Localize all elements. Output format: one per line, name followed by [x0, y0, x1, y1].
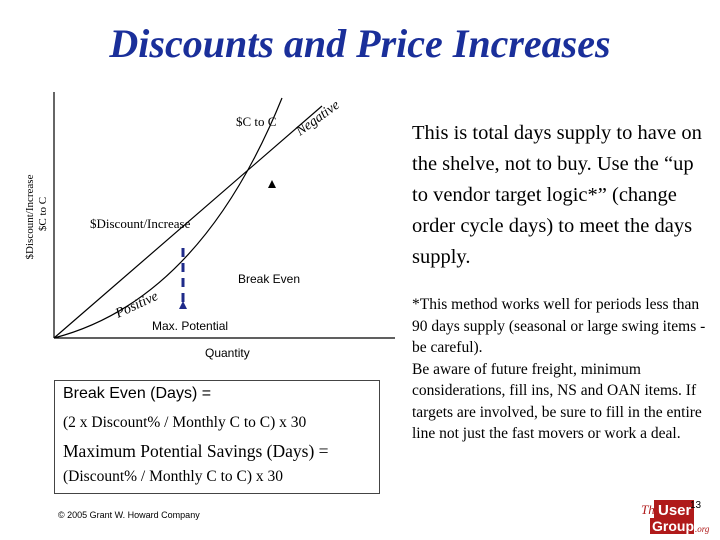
page-number: 13 — [690, 500, 702, 511]
y-axis-label-bottom: $C to C — [37, 197, 49, 231]
main-note: This is total days supply to have on the… — [412, 122, 702, 268]
the-user-group-logo: The User Group .org — [641, 500, 710, 534]
copyright-text: © 2005 Grant W. Howard Company — [58, 510, 200, 520]
max-savings-formula: (Discount% / Monthly C to C) x 30 — [63, 468, 284, 485]
negative-label: Negative — [293, 98, 343, 140]
max-potential-marker — [179, 301, 187, 309]
break-even-heading: Break Even (Days) = — [63, 385, 212, 402]
discount-curve — [53, 97, 283, 339]
logo-user: User — [658, 502, 692, 519]
max-potential-label: Max. Potential — [152, 319, 228, 333]
max-savings-heading: Maximum Potential Savings (Days) = — [63, 441, 329, 461]
c-to-c-line — [53, 105, 323, 339]
logo-org: .org — [695, 524, 710, 534]
logo-the: The — [641, 502, 661, 517]
positive-label: Positive — [112, 289, 160, 322]
c-to-c-label: $C to C — [236, 114, 276, 129]
logo-group: Group — [652, 518, 694, 534]
footnote-block: *This method works well for periods less… — [412, 294, 712, 445]
break-even-label: Break Even — [238, 272, 300, 286]
y-axis-label-top: $Discount/Increase — [24, 174, 36, 259]
x-axis-label: Quantity — [205, 346, 250, 360]
formula-box: Break Even (Days) = (2 x Discount% / Mon… — [54, 380, 380, 494]
discount-increase-label: $Discount/Increase — [90, 216, 191, 231]
slide-title: Discounts and Price Increases — [109, 21, 611, 66]
break-even-marker — [268, 180, 276, 188]
footnote-periods: *This method works well for periods less… — [412, 296, 706, 356]
break-even-formula: (2 x Discount% / Monthly C to C) x 30 — [63, 414, 307, 431]
footnote-freight: Be aware of future freight, minimum cons… — [412, 360, 702, 443]
